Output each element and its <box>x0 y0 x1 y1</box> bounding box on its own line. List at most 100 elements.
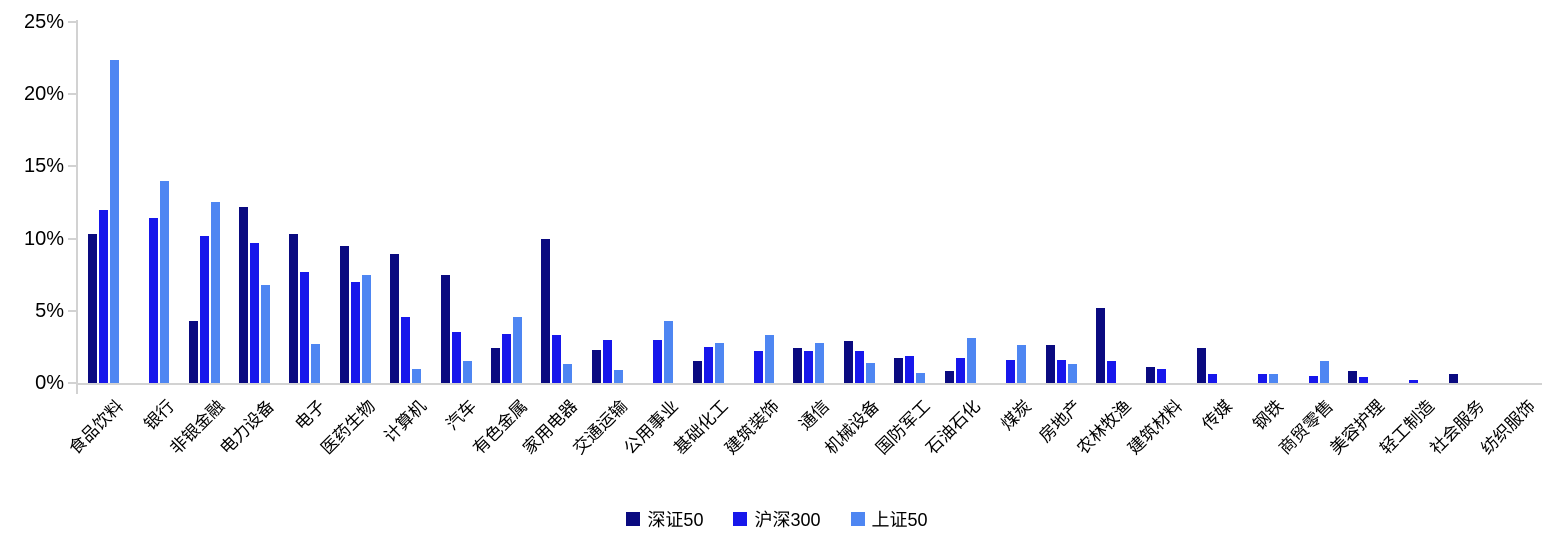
bar-group-16 <box>834 22 884 383</box>
bar-series-2 <box>1359 377 1369 383</box>
bar-series-2 <box>1056 360 1066 383</box>
bar-series-1 <box>339 246 349 383</box>
bar-series-2 <box>350 282 360 383</box>
bar-series-3 <box>462 361 472 383</box>
bar-series-3 <box>109 60 119 383</box>
bar-series-2 <box>955 358 965 383</box>
x-axis-label: 汽车 <box>442 396 481 435</box>
bar-group-18 <box>935 22 985 383</box>
bar-series-3 <box>160 181 170 383</box>
bar-group-1 <box>78 22 128 383</box>
bar-series-2 <box>854 351 864 383</box>
bar-series-3 <box>210 202 220 383</box>
bar-series-2 <box>1258 374 1268 383</box>
bar-series-2 <box>602 340 612 383</box>
bar-series-1 <box>944 371 954 383</box>
legend-label: 上证50 <box>871 510 928 530</box>
x-axis-label: 纺织服饰 <box>1477 396 1539 459</box>
bar-series-1 <box>491 348 500 383</box>
x-axis-label: 医药生物 <box>317 396 380 459</box>
bar-group-4 <box>229 22 279 383</box>
bar-group-9 <box>481 22 531 383</box>
bar-series-2 <box>300 272 310 383</box>
x-axis-label: 公用事业 <box>620 396 682 459</box>
bar-series-2 <box>1207 374 1217 383</box>
bar-group-5 <box>280 22 330 383</box>
bar-series-3 <box>513 317 522 383</box>
bar-series-1 <box>1448 374 1458 383</box>
x-axis-label: 计算机 <box>380 396 430 447</box>
bar-series-2 <box>451 332 461 383</box>
bar-series-3 <box>412 369 422 383</box>
bar-group-6 <box>330 22 380 383</box>
x-axis-label: 传媒 <box>1198 396 1237 435</box>
bar-group-10 <box>532 22 582 383</box>
bar-series-1 <box>238 207 248 383</box>
x-axis-label: 建筑材料 <box>1124 396 1186 459</box>
bar-group-26 <box>1338 22 1388 383</box>
bar-group-15 <box>784 22 834 383</box>
bar-group-23 <box>1187 22 1237 383</box>
bar-series-2 <box>754 351 764 383</box>
bar-series-3 <box>260 285 270 383</box>
x-axis-label: 机械设备 <box>821 396 884 459</box>
bar-series-3 <box>916 373 926 383</box>
bar-series-2 <box>1006 360 1016 383</box>
bar-series-2 <box>1308 376 1318 383</box>
x-axis-label: 石油石化 <box>922 396 985 459</box>
bar-series-1 <box>843 341 853 383</box>
bar-series-3 <box>966 338 976 383</box>
bar-series-2 <box>905 356 915 383</box>
x-axis-line <box>76 383 1542 385</box>
x-axis-label: 电力设备 <box>216 396 279 459</box>
x-axis-label: 社会服务 <box>1426 396 1489 459</box>
bar-group-21 <box>1086 22 1136 383</box>
legend-item-1: 深证50 <box>626 506 703 532</box>
bar-series-2 <box>1106 361 1116 383</box>
x-axis-label: 有色金属 <box>468 396 531 459</box>
bar-series-3 <box>361 275 371 383</box>
x-axis-label: 国防军工 <box>872 396 934 459</box>
bar-group-28 <box>1439 22 1489 383</box>
bar-group-27 <box>1389 22 1439 383</box>
bar-group-8 <box>431 22 481 383</box>
bar-series-1 <box>440 275 450 383</box>
y-axis-tick <box>68 93 77 96</box>
bar-group-20 <box>1036 22 1086 383</box>
bar-series-2 <box>1409 380 1419 383</box>
y-axis-tick <box>68 237 77 240</box>
bar-series-1 <box>1045 345 1055 383</box>
y-axis-tick-label: 10% <box>23 227 64 250</box>
y-axis-tick <box>68 165 77 168</box>
bar-series-3 <box>563 364 573 383</box>
x-axis-label: 食品饮料 <box>65 396 128 459</box>
bar-series-2 <box>804 351 814 383</box>
bar-group-12 <box>633 22 683 383</box>
legend-label: 深证50 <box>647 510 704 530</box>
y-axis-tick <box>68 309 77 312</box>
x-axis-label: 钢铁 <box>1249 396 1287 435</box>
bar-group-3 <box>179 22 229 383</box>
bar-series-3 <box>1067 364 1077 383</box>
bar-series-2 <box>552 335 562 383</box>
bar-group-19 <box>985 22 1035 383</box>
x-axis-label: 轻工制造 <box>1376 396 1438 459</box>
x-axis-label: 通信 <box>795 396 833 435</box>
legend-item-2: 沪深300 <box>733 506 821 532</box>
legend-swatch-icon <box>850 512 865 526</box>
bar-series-3 <box>865 363 875 383</box>
y-axis-tick-label: 0% <box>35 372 64 394</box>
x-axis-label: 建筑装饰 <box>721 396 783 459</box>
x-axis-label: 美容护理 <box>1326 396 1388 459</box>
y-axis-tick-label: 5% <box>35 299 64 322</box>
x-axis-label: 基础化工 <box>670 396 733 459</box>
bar-series-3 <box>664 321 674 383</box>
bar-series-3 <box>714 343 724 383</box>
legend-swatch-icon <box>626 512 641 526</box>
bar-series-2 <box>149 218 159 383</box>
y-axis-tick-label: 25% <box>23 11 64 33</box>
bar-series-2 <box>401 317 411 383</box>
bar-series-1 <box>692 361 702 383</box>
y-axis-tick <box>68 21 77 23</box>
bar-series-2 <box>703 347 713 383</box>
